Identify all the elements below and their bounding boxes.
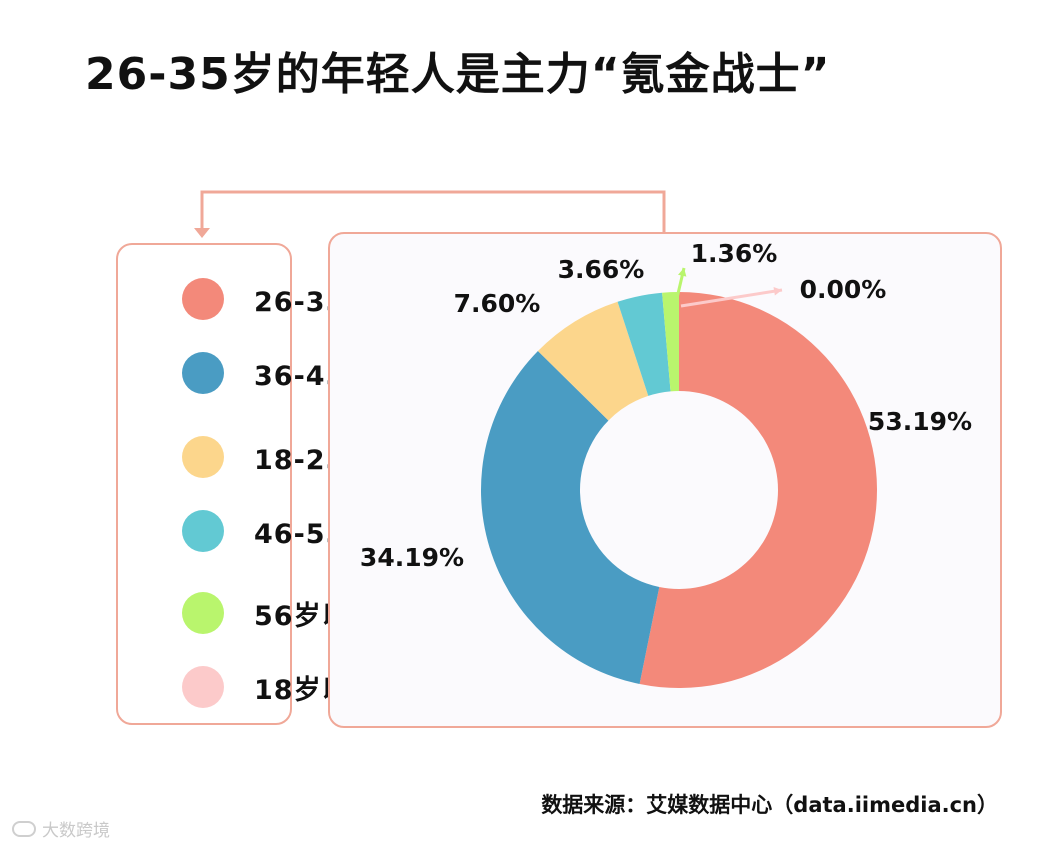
- data-label: 53.19%: [868, 407, 972, 436]
- data-label: 7.60%: [454, 289, 541, 318]
- data-label: 34.19%: [360, 543, 464, 572]
- callout-arrowhead: [678, 268, 687, 277]
- donut-slices: [480, 292, 877, 688]
- legend-swatch: [182, 666, 224, 708]
- watermark-logo-icon: [12, 820, 36, 837]
- callout-line: [680, 288, 783, 308]
- donut-slice: [480, 351, 660, 685]
- watermark-text: 大数跨境: [42, 821, 110, 841]
- callout-arrowhead: [773, 286, 782, 296]
- connector-line: [200, 190, 666, 232]
- donut-slice: [662, 292, 679, 392]
- data-label: 3.66%: [558, 255, 645, 284]
- label-callouts: [675, 267, 783, 308]
- legend-swatch: [182, 510, 224, 552]
- legend-swatch: [182, 352, 224, 394]
- legend-swatch: [182, 436, 224, 478]
- donut-slice: [537, 301, 649, 421]
- data-label: 1.36%: [691, 239, 778, 268]
- connector-arrow: [194, 228, 210, 238]
- data-label: 0.00%: [800, 275, 887, 304]
- watermark: 大数跨境: [12, 816, 110, 841]
- chart-title: 26-35岁的年轻人是主力“氪金战士”: [85, 49, 831, 100]
- legend-swatch: [182, 592, 224, 634]
- data-source: 数据来源：艾媒数据中心（data.iimedia.cn）: [541, 793, 998, 817]
- legend-swatch: [182, 278, 224, 320]
- donut-slice: [617, 292, 671, 396]
- donut-slice: [639, 292, 877, 688]
- data-labels: 53.19% 34.19% 7.60% 3.66% 1.36% 0.00%: [360, 239, 972, 572]
